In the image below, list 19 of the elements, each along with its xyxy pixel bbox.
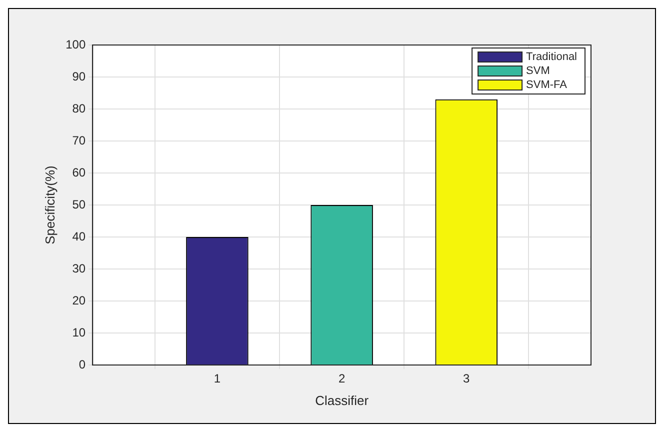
y-tick-label: 50 [72, 197, 86, 212]
y-tick-label: 30 [72, 261, 86, 276]
y-axis-title: Specificity(%) [42, 166, 58, 244]
y-tick-label: 40 [72, 229, 86, 244]
y-tick-label: 80 [72, 101, 86, 116]
y-tick-label: 0 [78, 357, 86, 372]
y-tick-label: 60 [72, 165, 86, 180]
x-tick-label: 3 [463, 372, 470, 386]
y-tick-label: 100 [66, 37, 86, 52]
y-tick-label: 70 [72, 133, 86, 148]
y-tick-label: 90 [72, 69, 86, 84]
legend-label: SVM [526, 65, 550, 78]
y-tick-label: 10 [72, 325, 86, 340]
legend-label: Traditional [526, 51, 578, 64]
legend-label: SVM-FA [526, 79, 568, 92]
x-tick-label: 1 [214, 372, 221, 386]
x-axis-title: Classifier [315, 392, 370, 408]
y-tick-label: 20 [72, 293, 86, 308]
x-tick-label: 2 [338, 372, 346, 386]
